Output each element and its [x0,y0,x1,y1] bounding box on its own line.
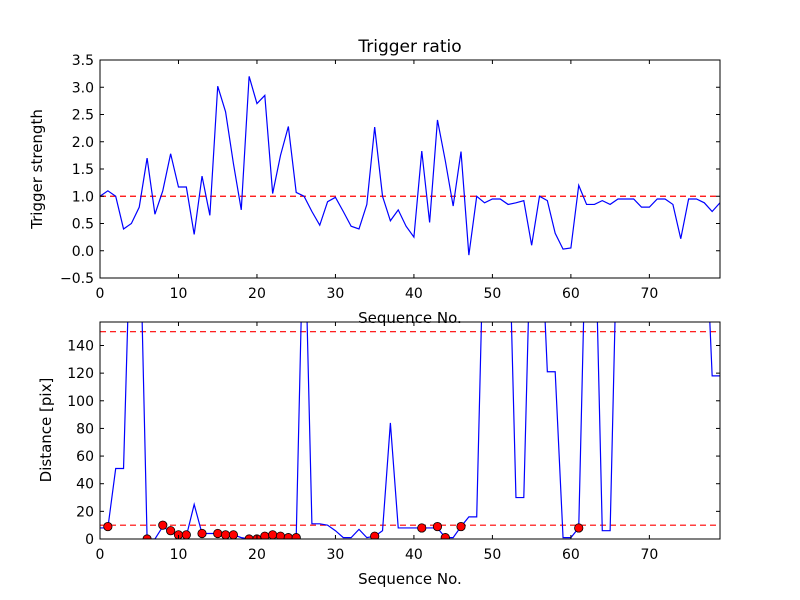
top-y-tick-label: 3.5 [72,53,94,69]
bottom-y-tick-label: 100 [67,394,94,410]
bottom-flagged-marker [432,521,443,532]
top-y-tick-label: 0.0 [72,244,94,260]
bottom-x-tick-label: 50 [483,547,501,563]
top-y-axis-label: Trigger strength [28,109,46,230]
bottom-flagged-marker [220,530,231,539]
top-x-tick-label: 40 [405,286,423,302]
top-y-tick-label: −0.5 [60,271,94,287]
bottom-y-tick-label: 80 [76,421,94,437]
bottom-flagged-marker [213,528,223,539]
bottom-y-tick-label: 40 [76,477,94,493]
bottom-x-tick-label: 0 [96,547,105,563]
bottom-flagged-marker [574,523,584,533]
top-chart: −0.5 0.0 0.5 1.0 1.5 2.0 2.5 3.0 3.5 0 10 20 30 40 50… [28,37,721,327]
bottom-flagged-marker [417,523,427,533]
bottom-flagged-marker [166,526,176,536]
bottom-y-tick-label: 0 [85,532,94,548]
top-x-tick-label: 20 [248,286,266,302]
top-chart-title: Trigger ratio [357,37,461,57]
top-x-tick-label: 60 [562,286,580,302]
bottom-y-tick-label: 20 [76,504,94,520]
bottom-chart: 0 20 40 60 80 100 120 140 0 10 20 30 40 50 60 70 Dista… [37,321,721,588]
bottom-y-tick-label: 60 [76,449,94,465]
top-x-tick-label: 0 [96,286,105,302]
top-y-tick-label: 0.5 [72,217,94,233]
top-y-tick-label: 2.0 [72,135,94,151]
top-y-tick-label: 1.5 [72,162,94,178]
bottom-flagged-marker [456,521,466,532]
bottom-flagged-marker [103,521,113,532]
bottom-y-tick-label: 140 [67,338,94,354]
top-y-tick-label: 3.0 [72,80,94,96]
bottom-x-tick-label: 60 [562,547,580,563]
bottom-flagged-marker [197,528,207,539]
bottom-x-tick-label: 30 [327,547,345,563]
top-x-axis-label: Sequence No. [358,309,462,327]
bottom-x-ticks: 0 10 20 30 40 50 60 70 [96,322,658,563]
bottom-flagged-marker [268,530,278,539]
bottom-x-tick-label: 70 [640,547,658,563]
top-y-tick-label: 1.0 [72,189,94,205]
bottom-flagged-marker [370,531,380,539]
bottom-y-ticks: 0 20 40 60 80 100 120 140 [67,338,720,548]
top-x-tick-label: 30 [327,286,345,302]
bottom-flagged-marker [158,520,168,530]
bottom-x-tick-label: 20 [248,547,266,563]
bottom-chart-content [100,322,720,539]
top-x-tick-label: 50 [483,286,501,302]
bottom-x-tick-label: 40 [405,547,423,563]
top-x-ticks: 0 10 20 30 40 50 60 70 [96,60,658,302]
bottom-x-tick-label: 10 [170,547,188,563]
bottom-flagged-marker [181,530,191,539]
top-y-tick-label: 2.5 [72,108,94,124]
bottom-flagged-marker [440,533,450,539]
bottom-x-axis-label: Sequence No. [358,570,462,588]
top-y-ticks: −0.5 0.0 0.5 1.0 1.5 2.0 2.5 3.0 3.5 [60,53,720,287]
top-x-tick-label: 10 [170,286,188,302]
bottom-y-axis-label: Distance [pix] [37,378,55,483]
bottom-plot-frame [99,321,721,540]
top-x-tick-label: 70 [640,286,658,302]
bottom-flagged-marker [228,530,239,539]
bottom-y-tick-label: 120 [67,366,94,382]
bottom-flagged-marker [291,533,301,539]
top-series-line [100,76,720,256]
top-chart-content [100,76,720,256]
